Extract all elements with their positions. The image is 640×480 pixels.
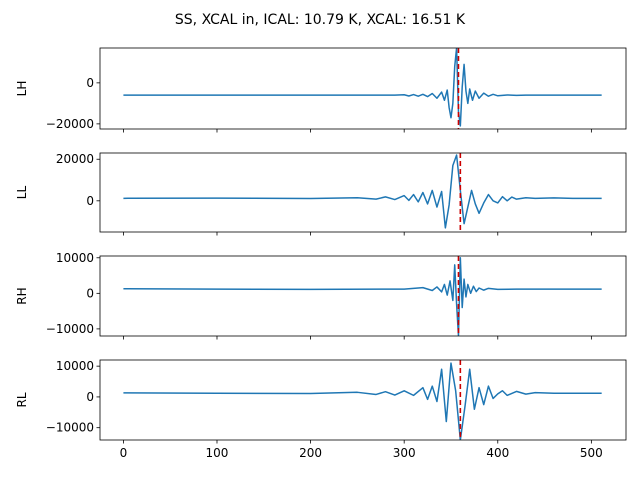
axes-frame <box>99 255 627 337</box>
subplot-lh: 0 −20000 LH <box>15 47 627 133</box>
y-tick-label: −10000 <box>46 322 94 336</box>
y-tick-label: 0 <box>86 194 94 208</box>
y-tick-label: −20000 <box>46 117 94 131</box>
y-tick-label: 20000 <box>56 152 94 166</box>
axes-frame <box>99 152 627 233</box>
series-line-ll <box>123 154 602 229</box>
x-tick-label: 0 <box>120 446 128 460</box>
y-tick-label: 0 <box>86 286 94 300</box>
axes-frame <box>99 359 627 441</box>
series-line-lh <box>123 48 602 127</box>
y-tick-label: 10000 <box>56 359 94 373</box>
x-tick-label: 500 <box>580 446 603 460</box>
subplot-rh: 10000 0 −10000 RH <box>15 251 627 340</box>
y-axis-label: LL <box>15 186 29 200</box>
x-tick-label: 200 <box>299 446 322 460</box>
x-tick-label: 300 <box>393 446 416 460</box>
chart-title: SS, XCAL in, ICAL: 10.79 K, XCAL: 16.51 … <box>175 12 466 28</box>
series-line-rh <box>123 257 602 336</box>
subplot-ll: 0 20000 LL <box>15 152 627 236</box>
y-tick-label: 0 <box>86 76 94 90</box>
subplots: 0 −20000 LH 0 20000 LL 10000 0 −10000 RH 10000 0 −10… <box>15 47 627 460</box>
series-line-rl <box>123 362 602 440</box>
y-tick-label: −10000 <box>46 421 94 435</box>
subplot-rl: 10000 0 −10000 RL 0 100 200 300 400 500 <box>15 359 627 460</box>
x-tick-label: 400 <box>486 446 509 460</box>
axes-frame <box>99 47 627 130</box>
y-axis-label: LH <box>15 81 29 97</box>
y-axis-label: RL <box>15 392 29 407</box>
y-tick-label: 0 <box>86 390 94 404</box>
y-axis-label: RH <box>15 287 29 304</box>
x-tick-label: 100 <box>206 446 229 460</box>
y-tick-label: 10000 <box>56 251 94 265</box>
